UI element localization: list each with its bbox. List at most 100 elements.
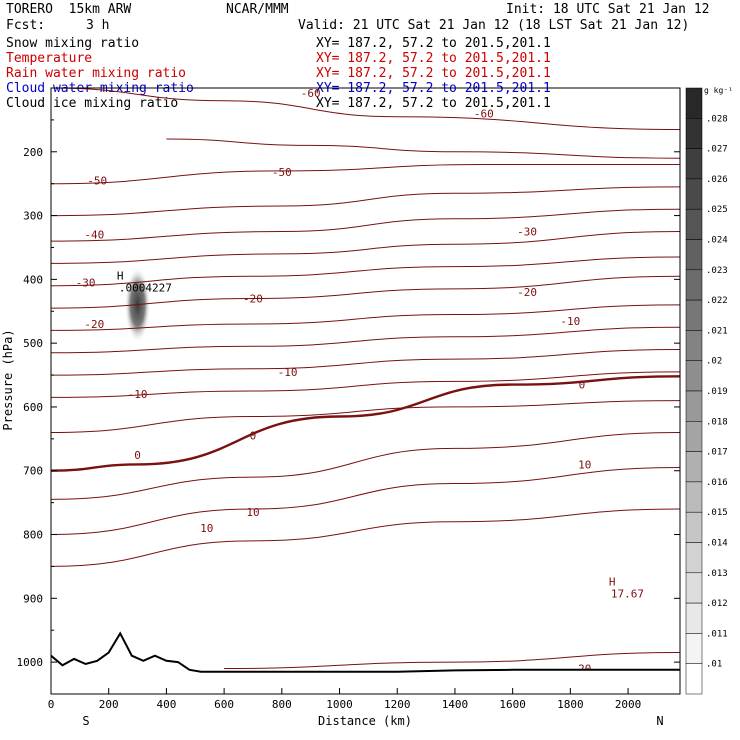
y-axis-label: Pressure (hPa) [1, 329, 15, 430]
isotherm-label: 0 [134, 449, 141, 462]
isotherm-label: -10 [560, 315, 580, 328]
y-tick-label: 500 [23, 337, 43, 350]
isotherm-label: 10 [200, 522, 213, 535]
x-tick-label: 1200 [384, 698, 411, 711]
y-tick-label: 1000 [17, 656, 44, 669]
field-xy-rain: XY= 187.2, 57.2 to 201.5,201.1 [316, 66, 551, 81]
y-tick-label: 300 [23, 210, 43, 223]
colorbar-label: .022 [706, 296, 728, 306]
isotherm-label: 10 [578, 458, 591, 471]
x-tick-label: 1800 [557, 698, 584, 711]
x-tick-label: 600 [214, 698, 234, 711]
x-tick-label: 800 [272, 698, 292, 711]
colorbar-swatch [685, 269, 703, 301]
x-tick-label: 1600 [499, 698, 526, 711]
isotherm-minus-40 [51, 231, 680, 264]
colorbar-swatch [685, 663, 703, 695]
field-xy-temperature: XY= 187.2, 57.2 to 201.5,201.1 [316, 51, 551, 66]
isotherm-15 [51, 508, 680, 567]
isotherm-label: 10 [246, 506, 259, 519]
x-tick-label: 0 [48, 698, 55, 711]
colorbar-label: .026 [706, 175, 728, 185]
isotherm-minus-35 [51, 256, 680, 287]
colorbar-swatch [685, 299, 703, 331]
colorbar-swatch [685, 481, 703, 513]
colorbar-swatch [685, 208, 703, 240]
colorbar-label: .015 [706, 508, 728, 518]
colorbar-swatch [685, 148, 703, 180]
isotherm-label: -30 [76, 277, 96, 290]
valid-time: Valid: 21 UTC Sat 21 Jan 12 (18 LST Sat … [298, 18, 690, 33]
colorbar-swatch [685, 602, 703, 634]
y-tick-label: 400 [23, 273, 43, 286]
colorbar-label: .012 [706, 599, 728, 609]
isotherm-label: -20 [84, 318, 104, 331]
init-time: Init: 18 UTC Sat 21 Jan 12 [506, 2, 710, 17]
max-marker-h: H [609, 576, 616, 589]
colorbar-label: .027 [706, 145, 728, 155]
terrain-fill [51, 633, 680, 694]
x-axis-label: Distance (km) [318, 714, 412, 728]
north-label: N [656, 714, 663, 728]
isotherm-label: -60 [474, 108, 494, 121]
y-tick-label: 200 [23, 146, 43, 159]
forecast-hour: 3 h [86, 18, 110, 33]
y-tick-label: 600 [23, 401, 43, 414]
colorbar-swatch [685, 572, 703, 604]
colorbar-swatch [685, 421, 703, 452]
isotherm-label: 0 [250, 430, 257, 443]
colorbar-label: .028 [706, 114, 728, 124]
x-tick-label: 400 [156, 698, 176, 711]
south-label: S [82, 714, 89, 728]
x-tick-label: 1400 [442, 698, 469, 711]
colorbar-swatch [685, 390, 703, 422]
x-tick-label: 200 [99, 698, 119, 711]
plot-frame [50, 87, 681, 695]
colorbar-swatch [685, 118, 703, 149]
field-xy-snow: XY= 187.2, 57.2 to 201.5,201.1 [316, 36, 551, 51]
colorbar-label: .025 [706, 205, 728, 215]
field-name-temperature: Temperature [6, 51, 93, 66]
colorbar-label: .016 [706, 478, 728, 488]
max-marker-value: 17.67 [611, 588, 644, 601]
isotherm-minus-45 [51, 208, 680, 242]
forecast-label: Fcst: [6, 18, 46, 33]
terrain-line [51, 631, 680, 673]
colorbar-label: .02 [706, 357, 722, 367]
isotherm-label: -60 [301, 87, 321, 100]
isotherm-label: 0 [579, 379, 586, 392]
isotherm-minus-25 [51, 304, 680, 331]
colorbar-label: .013 [706, 569, 728, 579]
colorbar-swatch [685, 451, 703, 483]
max-marker-value: .0004227 [119, 281, 172, 294]
field-xy-cloud-ice: XY= 187.2, 57.2 to 201.5,201.1 [316, 96, 551, 111]
isotherm-minus-50 [51, 186, 680, 217]
org-label: NCAR/MMM [226, 2, 289, 17]
colorbar-swatch [685, 360, 703, 392]
isotherm-label: -20 [517, 286, 537, 299]
colorbar-swatch [685, 87, 703, 119]
isotherm-label: -50 [87, 174, 107, 187]
field-name-snow: Snow mixing ratio [6, 36, 140, 51]
model-label: TORERO 15km ARW [6, 2, 132, 17]
colorbar-unit: g kg⁻¹ [704, 86, 733, 95]
isotherm-10 [51, 467, 680, 535]
isotherm-minus-15 [51, 349, 680, 376]
colorbar-label: .011 [706, 629, 728, 639]
isotherm-label: -20 [243, 293, 263, 306]
isotherm-0 [51, 375, 680, 472]
isotherm-20 [224, 652, 680, 669]
colorbar-label: .019 [706, 387, 728, 397]
colorbar-label: .017 [706, 448, 728, 458]
field-name-rain: Rain water mixing ratio [6, 66, 187, 81]
colorbar-swatch [685, 178, 703, 210]
y-tick-label: 900 [23, 592, 43, 605]
colorbar-swatch [685, 511, 703, 543]
colorbar-label: .01 [706, 660, 722, 670]
colorbar-swatch [685, 542, 703, 574]
isotherm-minus-60 [166, 138, 680, 159]
isotherm-label: -10 [278, 366, 298, 379]
field-name-cloud-ice: Cloud ice mixing ratio [6, 96, 179, 111]
isotherm-minus-20 [51, 326, 680, 354]
